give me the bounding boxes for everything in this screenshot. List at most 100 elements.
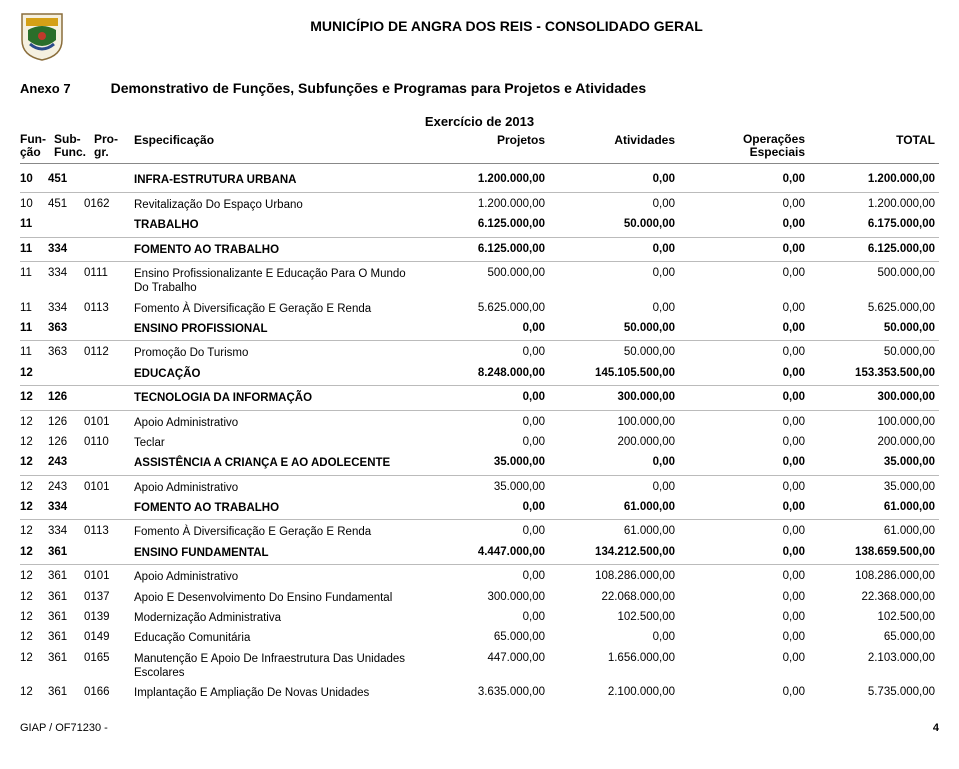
cell-funcao: 12 bbox=[20, 686, 48, 698]
cell-total: 100.000,00 bbox=[809, 416, 939, 428]
cell-total: 2.103.000,00 bbox=[809, 652, 939, 664]
table-row: 123340113Fomento À Diversificação E Gera… bbox=[20, 522, 939, 542]
cell-atividades: 50.000,00 bbox=[549, 346, 679, 358]
cell-especificacao: INFRA-ESTRUTURA URBANA bbox=[130, 173, 419, 187]
cell-operacoes: 0,00 bbox=[679, 631, 809, 643]
cell-especificacao: EDUCAÇÃO bbox=[130, 367, 419, 381]
cell-progr: 0137 bbox=[84, 591, 124, 603]
cell-atividades: 50.000,00 bbox=[549, 218, 679, 230]
row-codes: 123610166 bbox=[20, 686, 130, 698]
row-codes: 11 bbox=[20, 218, 130, 230]
cell-progr: 0166 bbox=[84, 686, 124, 698]
cell-operacoes: 0,00 bbox=[679, 267, 809, 279]
cell-funcao: 12 bbox=[20, 631, 48, 643]
cell-subfunc: 361 bbox=[48, 591, 84, 603]
cell-atividades: 102.500,00 bbox=[549, 611, 679, 623]
cell-total: 50.000,00 bbox=[809, 322, 939, 334]
cell-subfunc: 451 bbox=[48, 198, 84, 210]
cell-especificacao: ENSINO PROFISSIONAL bbox=[130, 322, 419, 336]
cell-progr bbox=[84, 173, 124, 185]
cell-projetos: 0,00 bbox=[419, 436, 549, 448]
row-codes: 10451 bbox=[20, 173, 130, 185]
cell-progr: 0139 bbox=[84, 611, 124, 623]
cell-operacoes: 0,00 bbox=[679, 611, 809, 623]
cell-total: 500.000,00 bbox=[809, 267, 939, 279]
cell-atividades: 145.105.500,00 bbox=[549, 367, 679, 379]
cell-subfunc: 334 bbox=[48, 501, 84, 513]
row-codes: 123610165 bbox=[20, 652, 130, 664]
row-codes: 11334 bbox=[20, 243, 130, 255]
cell-atividades: 0,00 bbox=[549, 173, 679, 185]
cell-operacoes: 0,00 bbox=[679, 546, 809, 558]
cell-operacoes: 0,00 bbox=[679, 570, 809, 582]
cell-funcao: 11 bbox=[20, 243, 48, 255]
cell-total: 61.000,00 bbox=[809, 501, 939, 513]
cell-progr bbox=[84, 322, 124, 334]
table-row: 123610149Educação Comunitária65.000,000,… bbox=[20, 628, 939, 648]
cell-projetos: 65.000,00 bbox=[419, 631, 549, 643]
cell-projetos: 0,00 bbox=[419, 391, 549, 403]
cell-especificacao: Modernização Administrativa bbox=[130, 611, 419, 625]
row-codes: 12243 bbox=[20, 456, 130, 468]
row-codes: 12334 bbox=[20, 501, 130, 513]
cell-subfunc: 126 bbox=[48, 416, 84, 428]
cell-operacoes: 0,00 bbox=[679, 243, 809, 255]
cell-projetos: 0,00 bbox=[419, 501, 549, 513]
cell-atividades: 0,00 bbox=[549, 302, 679, 314]
row-codes: 113340113 bbox=[20, 302, 130, 314]
cell-especificacao: TRABALHO bbox=[130, 218, 419, 232]
cell-operacoes: 0,00 bbox=[679, 456, 809, 468]
cell-subfunc: 243 bbox=[48, 456, 84, 468]
cell-especificacao: FOMENTO AO TRABALHO bbox=[130, 501, 419, 515]
cell-atividades: 22.068.000,00 bbox=[549, 591, 679, 603]
col-subfunc: Sub- Func. bbox=[54, 133, 94, 159]
cell-especificacao: FOMENTO AO TRABALHO bbox=[130, 243, 419, 257]
cell-especificacao: TECNOLOGIA DA INFORMAÇÃO bbox=[130, 391, 419, 405]
cell-total: 102.500,00 bbox=[809, 611, 939, 623]
cell-operacoes: 0,00 bbox=[679, 218, 809, 230]
cell-subfunc bbox=[48, 218, 84, 230]
cell-funcao: 10 bbox=[20, 173, 48, 185]
cell-projetos: 1.200.000,00 bbox=[419, 198, 549, 210]
cell-total: 5.735.000,00 bbox=[809, 686, 939, 698]
cell-projetos: 35.000,00 bbox=[419, 456, 549, 468]
row-codes: 104510162 bbox=[20, 198, 130, 210]
cell-subfunc: 243 bbox=[48, 481, 84, 493]
table-row: 12361ENSINO FUNDAMENTAL4.447.000,00134.2… bbox=[20, 543, 939, 565]
cell-funcao: 11 bbox=[20, 322, 48, 334]
table-row: 10451INFRA-ESTRUTURA URBANA1.200.000,000… bbox=[20, 170, 939, 192]
cell-progr bbox=[84, 546, 124, 558]
cell-progr: 0165 bbox=[84, 652, 124, 664]
table-row: 123610101Apoio Administrativo0,00108.286… bbox=[20, 567, 939, 587]
cell-subfunc: 361 bbox=[48, 652, 84, 664]
cell-subfunc: 363 bbox=[48, 346, 84, 358]
municipality-title: MUNICÍPIO DE ANGRA DOS REIS - CONSOLIDAD… bbox=[74, 18, 939, 34]
cell-projetos: 300.000,00 bbox=[419, 591, 549, 603]
col-total: TOTAL bbox=[809, 133, 939, 159]
cell-funcao: 12 bbox=[20, 570, 48, 582]
cell-operacoes: 0,00 bbox=[679, 322, 809, 334]
row-codes: 123610149 bbox=[20, 631, 130, 643]
row-codes: 12361 bbox=[20, 546, 130, 558]
row-codes: 123610139 bbox=[20, 611, 130, 623]
cell-projetos: 8.248.000,00 bbox=[419, 367, 549, 379]
cell-progr bbox=[84, 391, 124, 403]
table-row: 113340113Fomento À Diversificação E Gera… bbox=[20, 299, 939, 319]
header-title-wrap: MUNICÍPIO DE ANGRA DOS REIS - CONSOLIDAD… bbox=[74, 12, 939, 34]
cell-funcao: 11 bbox=[20, 302, 48, 314]
col-operacoes: Operações Especiais bbox=[679, 133, 809, 159]
cell-atividades: 0,00 bbox=[549, 243, 679, 255]
table-row: 122430101Apoio Administrativo35.000,000,… bbox=[20, 478, 939, 498]
cell-especificacao: Apoio E Desenvolvimento Do Ensino Fundam… bbox=[130, 591, 419, 605]
cell-funcao: 12 bbox=[20, 652, 48, 664]
cell-total: 22.368.000,00 bbox=[809, 591, 939, 603]
cell-funcao: 12 bbox=[20, 591, 48, 603]
cell-operacoes: 0,00 bbox=[679, 525, 809, 537]
table-row: 123610166Implantação E Ampliação De Nova… bbox=[20, 683, 939, 703]
cell-total: 6.175.000,00 bbox=[809, 218, 939, 230]
cell-atividades: 1.656.000,00 bbox=[549, 652, 679, 664]
table-row: 12126TECNOLOGIA DA INFORMAÇÃO0,00300.000… bbox=[20, 388, 939, 410]
cell-funcao: 11 bbox=[20, 346, 48, 358]
exercicio-label: Exercício de 2013 bbox=[20, 114, 939, 129]
cell-progr: 0111 bbox=[84, 267, 124, 279]
